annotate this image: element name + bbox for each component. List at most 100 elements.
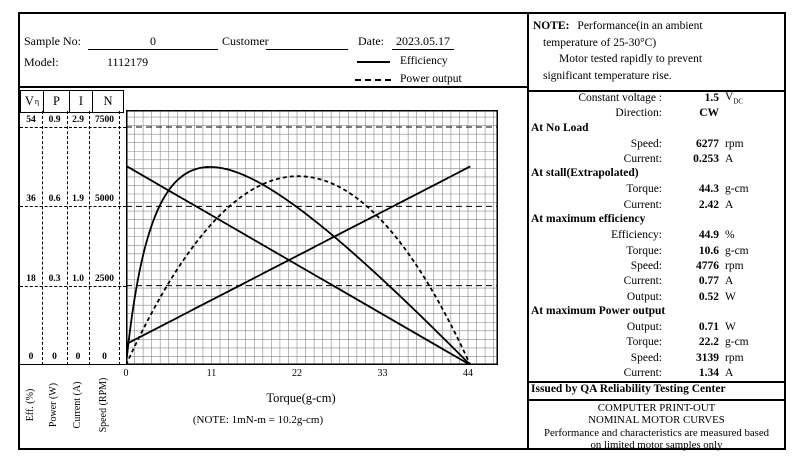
row-label: Torque: (626, 183, 662, 196)
data-row: Current: 0.253 A (529, 151, 784, 166)
row-value: 0.71 (698, 321, 719, 334)
efficiency-axis-unit: Eff. (%) (25, 388, 36, 422)
efficiency-tick-value: 18 (26, 274, 36, 284)
row-unit: rpm (725, 351, 744, 364)
current-curve (126, 165, 471, 346)
row-label: Direction: (615, 106, 662, 119)
row-unit: % (725, 229, 735, 242)
footer-line-1: COMPUTER PRINT-OUT (597, 402, 716, 414)
row-unit: A (725, 366, 734, 379)
header-divider (19, 86, 528, 88)
note-text-1: Performance(in an ambient (577, 20, 703, 32)
axis-baseline (20, 364, 126, 365)
x-tick-label: 22 (292, 368, 302, 379)
row-label: Speed: (630, 137, 662, 150)
power-axis-unit: Power (W) (48, 382, 59, 428)
power-tick-value: 0 (52, 352, 57, 362)
customer-field (266, 34, 348, 50)
date-value: 2023.05.17 (396, 34, 450, 48)
row-unit: A (725, 152, 734, 165)
row-label: Output: (626, 321, 662, 334)
power-tick-value: 0.3 (48, 274, 61, 284)
power-output-curve (126, 175, 472, 365)
sample-no-field: 0 (88, 34, 218, 50)
note-line: NOTE: Performance(in an ambient (529, 18, 784, 35)
axis-header-current: I (70, 91, 93, 112)
footer-line-4: on limited motor samples only (590, 439, 723, 451)
row-value: 0.52 (698, 290, 719, 303)
data-row: Torque: 44.3 g-cm (529, 182, 784, 197)
efficiency-legend-line (357, 61, 390, 63)
section-header: At No Load (531, 121, 589, 134)
plot-frame (126, 110, 498, 365)
axis-column-separator (119, 111, 120, 365)
power-tick-value: 0.9 (48, 115, 61, 125)
x-tick-label: 44 (463, 368, 473, 379)
customer-label: Customer (222, 34, 269, 48)
footer-line-3: Performance and characteristics are meas… (543, 427, 770, 439)
row-unit: rpm (725, 259, 744, 272)
row-value: 0.253 (693, 152, 719, 165)
data-row: Speed: 3139 rpm (529, 350, 784, 365)
row-value: 10.6 (698, 244, 719, 257)
data-row: Current: 1.34 A (529, 365, 784, 380)
date-label: Date: (358, 34, 384, 48)
current-tick-value: 0 (75, 352, 81, 362)
power-output-legend-label: Power output (400, 73, 462, 85)
row-label: Output: (626, 290, 662, 303)
efficiency-legend-label: Efficiency (400, 55, 448, 67)
efficiency-tick-value: 54 (26, 115, 36, 125)
row-value: 1.5 (704, 91, 719, 104)
current-axis-unit: Current (A) (72, 381, 83, 429)
model-value: 1112179 (107, 55, 149, 69)
data-row: Current: 0.77 A (529, 274, 784, 289)
speed-tick-value: 7500 (95, 115, 114, 125)
axis-row-refline (20, 286, 126, 287)
row-label: Speed: (630, 259, 662, 272)
data-row: Current: 2.42 A (529, 197, 784, 212)
sample-no-label: Sample No: (24, 34, 81, 48)
speed-tick-value: 2500 (95, 274, 114, 284)
row-value: CW (699, 106, 719, 119)
axis-row-refline (20, 206, 126, 207)
torque-conversion-note: (NOTE: 1mN-m = 10.2g-cm) (192, 414, 324, 426)
speed-tick-value: 0 (102, 352, 107, 362)
note-text-4: significant temperature rise. (543, 69, 672, 82)
row-label: Torque: (626, 244, 662, 257)
axis-column-separator (42, 111, 43, 365)
data-row: Efficiency: 44.9% (529, 228, 784, 243)
section-header: At maximum efficiency (531, 213, 646, 226)
row-label: Current: (623, 366, 662, 379)
panel-divider-bottom (528, 399, 786, 401)
row-unit: g-cm (725, 183, 749, 196)
row-label: Torque: (626, 336, 662, 349)
speed-axis-unit: Speed (RPM) (98, 377, 109, 433)
data-row: Speed: 6277 rpm (529, 136, 784, 151)
note-box: NOTE: Performance(in an ambient temperatu… (527, 12, 786, 92)
speed-tick-value: 5000 (95, 194, 114, 204)
row-label: Speed: (630, 351, 662, 364)
data-row: Constant voltage : 1.5 VDC (529, 90, 784, 105)
power-output-legend-line (355, 79, 391, 81)
row-value: 3139 (696, 351, 719, 364)
data-row: Output: 0.52 W (529, 289, 784, 304)
row-unit: A (725, 275, 734, 288)
row-value: 6277 (696, 137, 719, 150)
report-border (18, 12, 786, 450)
data-row: Speed: 4776 rpm (529, 258, 784, 273)
row-label: Constant voltage : (578, 91, 662, 104)
panel-divider-top (528, 381, 786, 383)
current-tick-value: 1.0 (72, 274, 84, 284)
axis-column-separator (67, 111, 68, 365)
current-tick-value: 1.9 (72, 194, 84, 204)
data-row: Torque: 22.2 g-cm (529, 335, 784, 350)
section-header: At maximum Power output (531, 305, 666, 318)
axis-header-speed: N (103, 94, 113, 108)
data-row: Output: 0.71 W (529, 319, 784, 334)
row-unit: VDC (725, 90, 744, 105)
current-tick-value: 2.9 (72, 115, 84, 125)
x-tick-label: 11 (206, 368, 217, 379)
row-value: 4776 (696, 259, 719, 272)
